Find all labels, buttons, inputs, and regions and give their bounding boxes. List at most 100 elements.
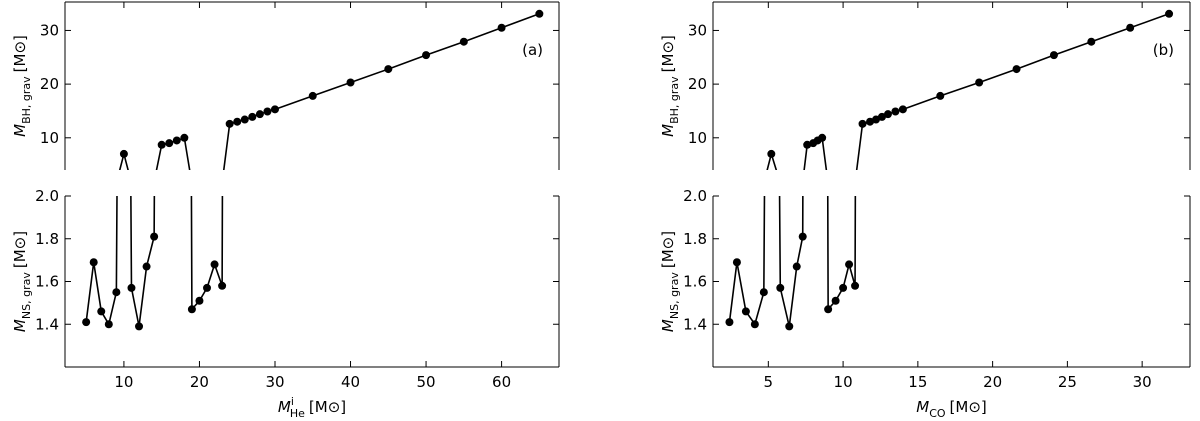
panel-label: (b) xyxy=(1153,41,1174,59)
data-point xyxy=(845,260,854,269)
data-point xyxy=(497,23,506,32)
data-point xyxy=(725,318,734,327)
x-tick-label: 40 xyxy=(341,373,360,391)
data-point xyxy=(240,115,249,124)
data-point xyxy=(975,78,984,87)
y-tick-label: 20 xyxy=(40,75,59,93)
data-point xyxy=(877,112,886,121)
y-tick-label: 1.8 xyxy=(35,230,59,248)
data-point xyxy=(741,307,750,316)
data-point xyxy=(776,283,785,292)
y-tick-label: 1.6 xyxy=(683,273,707,291)
label-symbol: M xyxy=(659,124,677,137)
data-point xyxy=(248,112,257,121)
label-symbol: M xyxy=(11,319,29,332)
label-unit: [M⊙] xyxy=(950,398,987,416)
data-point xyxy=(883,110,892,119)
x-tick-label: 50 xyxy=(417,373,436,391)
data-point xyxy=(818,133,827,142)
x-tick-label: 25 xyxy=(1058,373,1077,391)
y-axis-label: MBH, grav [M⊙] xyxy=(659,35,681,137)
data-point xyxy=(127,283,136,292)
data-point xyxy=(112,288,121,297)
data-point xyxy=(824,305,833,314)
data-point xyxy=(346,78,355,87)
label-sub: BH, grav xyxy=(668,76,681,124)
y-tick-label: 10 xyxy=(40,129,59,147)
data-point xyxy=(82,318,91,327)
data-point xyxy=(1049,51,1058,60)
label-symbol: M xyxy=(278,398,291,416)
data-point xyxy=(104,320,113,329)
y-tick-label: 1.8 xyxy=(683,230,707,248)
data-point xyxy=(839,283,848,292)
label-unit: [M⊙] xyxy=(309,398,346,416)
x-tick-label: 5 xyxy=(764,373,774,391)
data-point xyxy=(759,288,768,297)
data-point xyxy=(119,149,128,158)
data-point xyxy=(767,149,776,158)
data-point xyxy=(135,322,144,331)
y-tick-label: 2.0 xyxy=(683,187,707,205)
label-sub: CO xyxy=(929,407,946,420)
label-unit: [M⊙] xyxy=(11,35,29,72)
x-axis-label: MCO [M⊙] xyxy=(916,398,987,420)
y-tick-label: 30 xyxy=(40,21,59,39)
data-line xyxy=(118,13,540,170)
data-point xyxy=(157,140,166,149)
data-point xyxy=(308,91,317,100)
data-point xyxy=(831,296,840,305)
data-line xyxy=(728,196,857,327)
data-point xyxy=(233,117,242,126)
y-tick-label: 20 xyxy=(688,75,707,93)
data-point xyxy=(750,320,759,329)
data-line xyxy=(766,13,1170,170)
data-point xyxy=(732,258,741,267)
y-axis-label: MNS, grav [M⊙] xyxy=(659,231,681,332)
x-tick-label: 10 xyxy=(114,373,133,391)
y-tick-label: 10 xyxy=(688,129,707,147)
label-symbol: M xyxy=(659,319,677,332)
data-point xyxy=(798,232,807,241)
data-point xyxy=(165,139,174,148)
y-tick-label: 30 xyxy=(688,21,707,39)
data-point xyxy=(785,322,794,331)
label-unit: [M⊙] xyxy=(659,35,677,72)
data-point xyxy=(1087,37,1096,46)
y-tick-label: 1.4 xyxy=(35,315,59,333)
data-point xyxy=(1012,65,1021,74)
data-point xyxy=(172,136,181,145)
label-unit: [M⊙] xyxy=(659,231,677,268)
data-point xyxy=(422,51,431,60)
data-point xyxy=(89,258,98,267)
data-point xyxy=(263,107,272,116)
data-point xyxy=(384,65,393,74)
data-point xyxy=(195,296,204,305)
label-symbol: M xyxy=(916,398,929,416)
data-point xyxy=(255,110,264,119)
data-point xyxy=(218,281,227,290)
x-tick-label: 30 xyxy=(265,373,284,391)
y-axis-label: MBH, grav [M⊙] xyxy=(11,35,33,137)
panel-label: (a) xyxy=(522,41,543,59)
data-line xyxy=(85,196,224,327)
data-point xyxy=(142,262,151,271)
data-point xyxy=(210,260,219,269)
data-point xyxy=(150,232,159,241)
label-symbol: M xyxy=(11,124,29,137)
x-tick-label: 20 xyxy=(190,373,209,391)
label-unit: [M⊙] xyxy=(11,231,29,268)
y-tick-label: 1.4 xyxy=(683,315,707,333)
data-point xyxy=(203,283,212,292)
data-point xyxy=(459,37,468,46)
data-point xyxy=(1126,23,1135,32)
label-sup: i xyxy=(291,395,294,408)
x-tick-label: 30 xyxy=(1133,373,1152,391)
data-point xyxy=(851,281,860,290)
data-point xyxy=(858,119,867,128)
x-tick-label: 20 xyxy=(983,373,1002,391)
y-axis-label: MNS, grav [M⊙] xyxy=(11,231,33,332)
data-point xyxy=(898,105,907,114)
data-point xyxy=(225,119,234,128)
